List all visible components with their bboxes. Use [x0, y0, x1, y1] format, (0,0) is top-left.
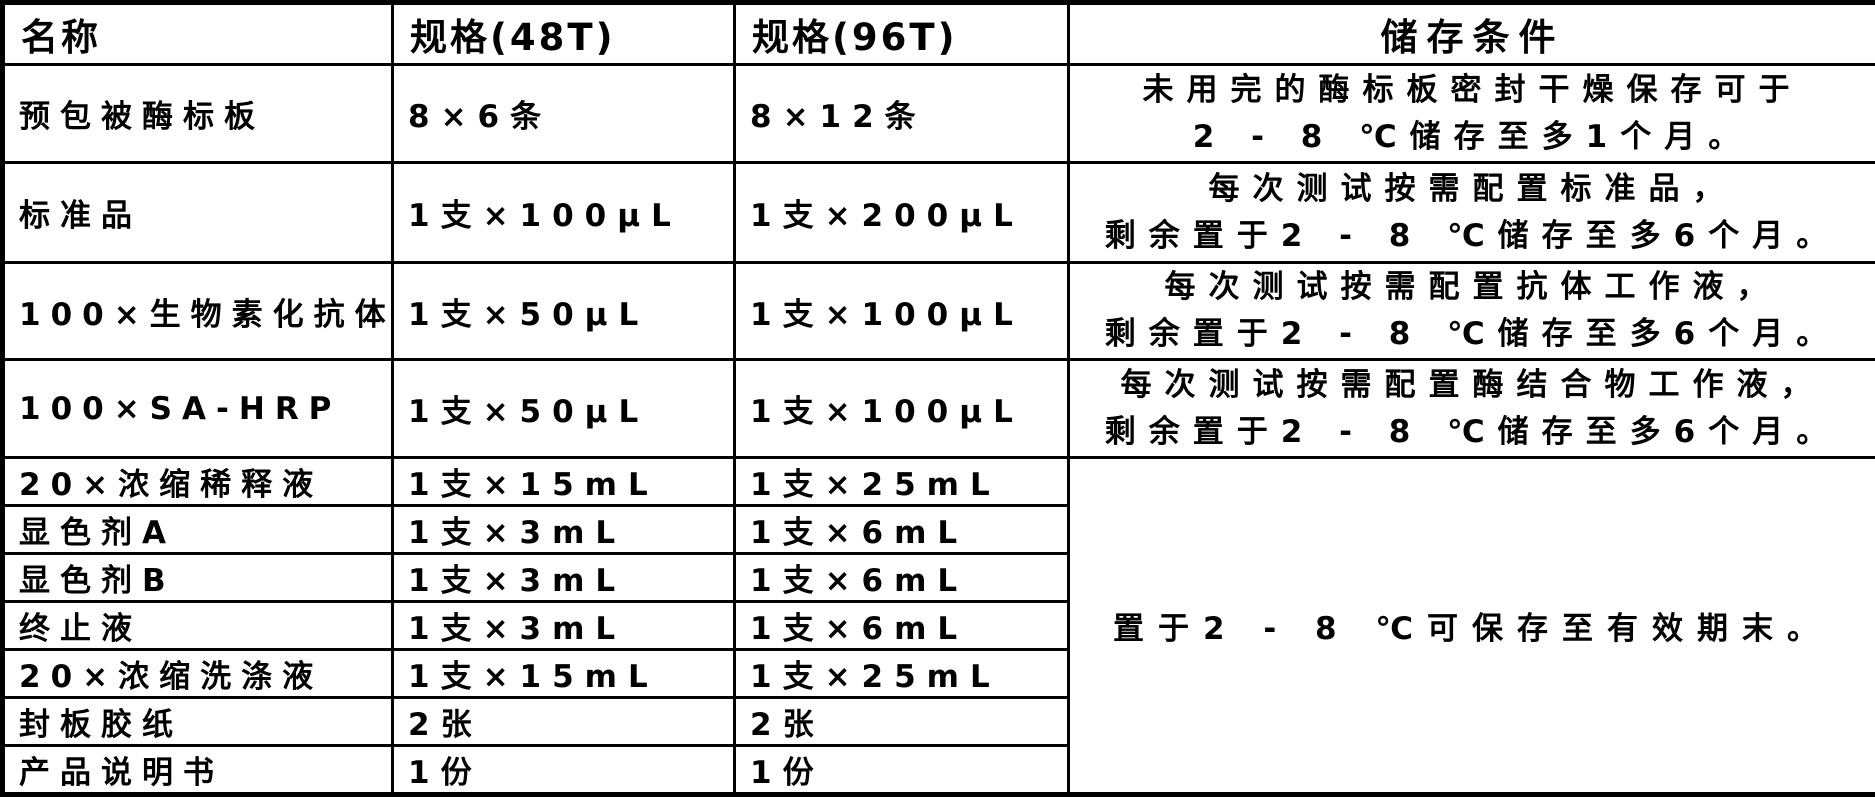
cell-product-name: 终止液	[3, 602, 393, 650]
cell-spec-48t: 1支×15mL	[393, 458, 735, 506]
cell-product-name: 显色剂A	[3, 506, 393, 554]
cell-spec-48t: 2张	[393, 698, 735, 746]
cell-spec-48t: 1支×100μL	[393, 163, 735, 263]
cell-spec-96t: 8×12条	[735, 65, 1069, 163]
cell-spec-96t: 2张	[735, 698, 1069, 746]
storage-line: 每次测试按需配置酶结合物工作液，	[1070, 362, 1875, 409]
header-cell-spec-96t: 规格(96T)	[735, 3, 1069, 65]
cell-spec-96t: 1支×100μL	[735, 263, 1069, 360]
cell-spec-48t: 1支×3mL	[393, 602, 735, 650]
header-cell-spec-48t: 规格(48T)	[393, 3, 735, 65]
cell-spec-96t: 1份	[735, 746, 1069, 795]
cell-spec-48t: 1支×15mL	[393, 650, 735, 698]
cell-spec-48t: 1份	[393, 746, 735, 795]
cell-spec-96t: 1支×25mL	[735, 650, 1069, 698]
cell-storage-merged: 置于2 - 8 ℃可保存至有效期末。	[1069, 458, 1875, 795]
cell-product-name: 100×生物素化抗体	[3, 263, 393, 360]
cell-spec-48t: 1支×3mL	[393, 554, 735, 602]
cell-spec-96t: 1支×6mL	[735, 602, 1069, 650]
storage-line: 每次测试按需配置抗体工作液，	[1070, 264, 1875, 311]
storage-line: 未用完的酶标板密封干燥保存可于	[1070, 67, 1875, 114]
storage-line: 剩余置于2 - 8 ℃储存至多6个月。	[1070, 409, 1875, 456]
cell-storage: 每次测试按需配置酶结合物工作液，剩余置于2 - 8 ℃储存至多6个月。	[1069, 360, 1875, 458]
cell-spec-48t: 1支×50μL	[393, 360, 735, 458]
cell-product-name: 预包被酶标板	[3, 65, 393, 163]
cell-product-name: 标准品	[3, 163, 393, 263]
storage-line: 每次测试按需配置标准品，	[1070, 166, 1875, 213]
header-row: 名称 规格(48T) 规格(96T) 储存条件	[3, 3, 1875, 65]
cell-spec-96t: 1支×6mL	[735, 554, 1069, 602]
cell-product-name: 100×SA-HRP	[3, 360, 393, 458]
cell-spec-96t: 1支×200μL	[735, 163, 1069, 263]
cell-product-name: 封板胶纸	[3, 698, 393, 746]
cell-spec-96t: 1支×100μL	[735, 360, 1069, 458]
cell-product-name: 产品说明书	[3, 746, 393, 795]
storage-line: 2 - 8 ℃储存至多1个月。	[1070, 114, 1875, 161]
cell-spec-48t: 1支×3mL	[393, 506, 735, 554]
cell-spec-96t: 1支×6mL	[735, 506, 1069, 554]
cell-product-name: 显色剂B	[3, 554, 393, 602]
cell-product-name: 20×浓缩稀释液	[3, 458, 393, 506]
storage-line: 剩余置于2 - 8 ℃储存至多6个月。	[1070, 311, 1875, 358]
header-cell-storage: 储存条件	[1069, 3, 1875, 65]
cell-product-name: 20×浓缩洗涤液	[3, 650, 393, 698]
cell-storage: 每次测试按需配置抗体工作液，剩余置于2 - 8 ℃储存至多6个月。	[1069, 263, 1875, 360]
storage-line: 剩余置于2 - 8 ℃储存至多6个月。	[1070, 213, 1875, 260]
header-cell-name: 名称	[3, 3, 393, 65]
cell-storage: 每次测试按需配置标准品，剩余置于2 - 8 ℃储存至多6个月。	[1069, 163, 1875, 263]
cell-spec-48t: 8×6条	[393, 65, 735, 163]
cell-spec-48t: 1支×50μL	[393, 263, 735, 360]
cell-spec-96t: 1支×25mL	[735, 458, 1069, 506]
